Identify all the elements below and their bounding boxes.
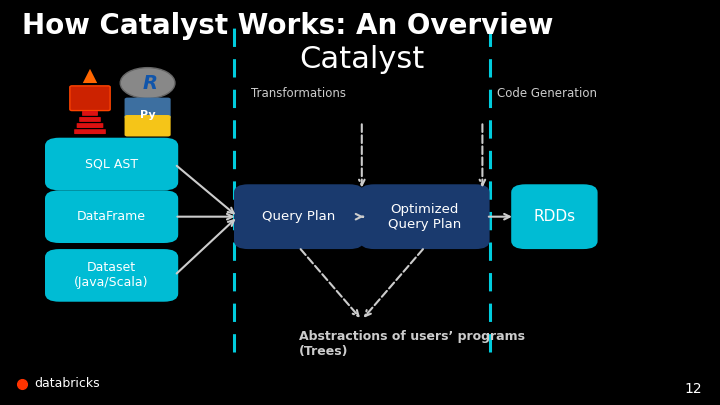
FancyBboxPatch shape: [45, 190, 179, 243]
Polygon shape: [83, 69, 97, 83]
Text: Optimized
Query Plan: Optimized Query Plan: [388, 202, 462, 231]
Circle shape: [120, 68, 175, 98]
Text: R: R: [143, 74, 157, 92]
Text: Code Generation: Code Generation: [497, 87, 597, 100]
FancyBboxPatch shape: [45, 249, 179, 302]
Text: SQL AST: SQL AST: [85, 158, 138, 171]
FancyBboxPatch shape: [125, 98, 171, 119]
Text: Catalyst: Catalyst: [300, 45, 424, 74]
Text: How Catalyst Works: An Overview: How Catalyst Works: An Overview: [22, 12, 553, 40]
FancyBboxPatch shape: [82, 111, 98, 116]
Text: Abstractions of users’ programs
(Trees): Abstractions of users’ programs (Trees): [299, 330, 525, 358]
FancyBboxPatch shape: [70, 86, 110, 111]
FancyBboxPatch shape: [45, 138, 179, 190]
Text: databricks: databricks: [35, 377, 100, 390]
Text: Transformations: Transformations: [251, 87, 346, 100]
FancyBboxPatch shape: [125, 115, 171, 136]
FancyBboxPatch shape: [76, 123, 104, 128]
FancyBboxPatch shape: [360, 184, 490, 249]
Text: 12: 12: [685, 382, 702, 396]
FancyBboxPatch shape: [511, 184, 598, 249]
FancyBboxPatch shape: [79, 117, 101, 122]
Text: RDDs: RDDs: [534, 209, 575, 224]
Text: Query Plan: Query Plan: [262, 210, 336, 223]
Text: Py: Py: [140, 111, 156, 120]
FancyBboxPatch shape: [74, 129, 106, 134]
Text: Dataset
(Java/Scala): Dataset (Java/Scala): [74, 261, 149, 290]
FancyBboxPatch shape: [234, 184, 364, 249]
Text: DataFrame: DataFrame: [77, 210, 146, 223]
